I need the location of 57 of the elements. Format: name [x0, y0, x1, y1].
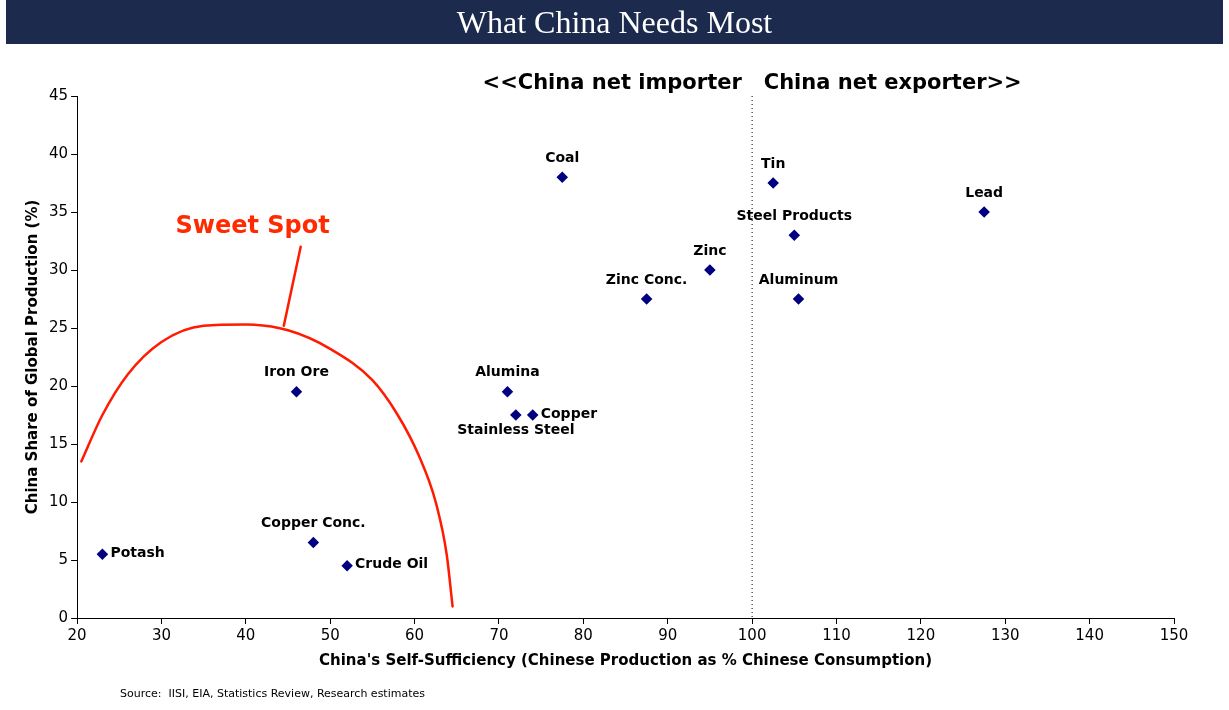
x-tick-label: 70 [489, 625, 509, 644]
data-label: Aluminum [758, 270, 839, 287]
point [789, 229, 800, 241]
y-tick-label: 20 [48, 375, 69, 394]
x-tick-label: 90 [658, 625, 678, 644]
point [641, 293, 652, 305]
y-tick-label: 30 [48, 259, 69, 278]
point [978, 206, 990, 218]
data-label: Crude Oil [355, 555, 429, 572]
y-tick-label: 15 [48, 433, 69, 452]
point [341, 560, 353, 572]
x-tick-label: 140 [1075, 625, 1104, 644]
x-tick-label: 130 [990, 625, 1020, 644]
data-label: Iron Ore [264, 363, 329, 380]
x-tick-label: 150 [1159, 625, 1189, 644]
point [527, 409, 538, 421]
x-tick-label: 40 [236, 625, 256, 644]
data-label: Potash [110, 543, 165, 560]
y-tick-label: 45 [48, 85, 69, 104]
ref-line-label: <<China net importer China net exporter>> [482, 69, 1022, 94]
y-tick-label: 10 [48, 491, 69, 510]
y-tick-label: 35 [48, 201, 69, 220]
x-tick-label: 110 [822, 625, 851, 644]
y-tick-label: 5 [58, 549, 69, 568]
x-tick-label: 60 [405, 625, 425, 644]
data-label: Stainless Steel [457, 420, 575, 437]
point [308, 537, 319, 548]
data-label: Zinc Conc. [605, 270, 688, 287]
point [793, 293, 804, 305]
data-label: Lead [965, 183, 1004, 200]
point [291, 386, 302, 398]
data-label: Copper [540, 404, 598, 421]
data-label: Coal [545, 148, 580, 165]
point [704, 264, 716, 276]
y-axis-title: China Share of Global Production (%) [22, 199, 41, 515]
point [557, 171, 568, 183]
point [767, 177, 779, 189]
x-axis-title: China's Self-Sufficiency (Chinese Production as % Chinese Consumption) [319, 650, 933, 669]
data-label: Alumina [475, 363, 540, 380]
x-tick-label: 120 [906, 625, 936, 644]
y-tick-label: 40 [48, 143, 69, 162]
point [502, 386, 513, 398]
data-label: Zinc [693, 241, 727, 258]
point [510, 409, 522, 421]
chart-title: What China Needs Most [6, 0, 1223, 44]
x-tick-label: 50 [320, 625, 340, 644]
y-tick-label: 0 [58, 607, 69, 626]
x-tick-label: 80 [573, 625, 593, 644]
data-label: Copper Conc. [261, 514, 366, 531]
annotation: Sweet Spot [175, 210, 330, 239]
x-tick-label: 100 [737, 625, 767, 644]
y-tick-label: 25 [48, 317, 69, 336]
source-note: Source: IISI, EIA, Statistics Review, Research estimates [120, 687, 426, 701]
x-tick-label: 30 [151, 625, 172, 644]
data-label: Tin [761, 154, 786, 171]
point [97, 548, 108, 560]
data-label: Steel Products [736, 206, 853, 223]
